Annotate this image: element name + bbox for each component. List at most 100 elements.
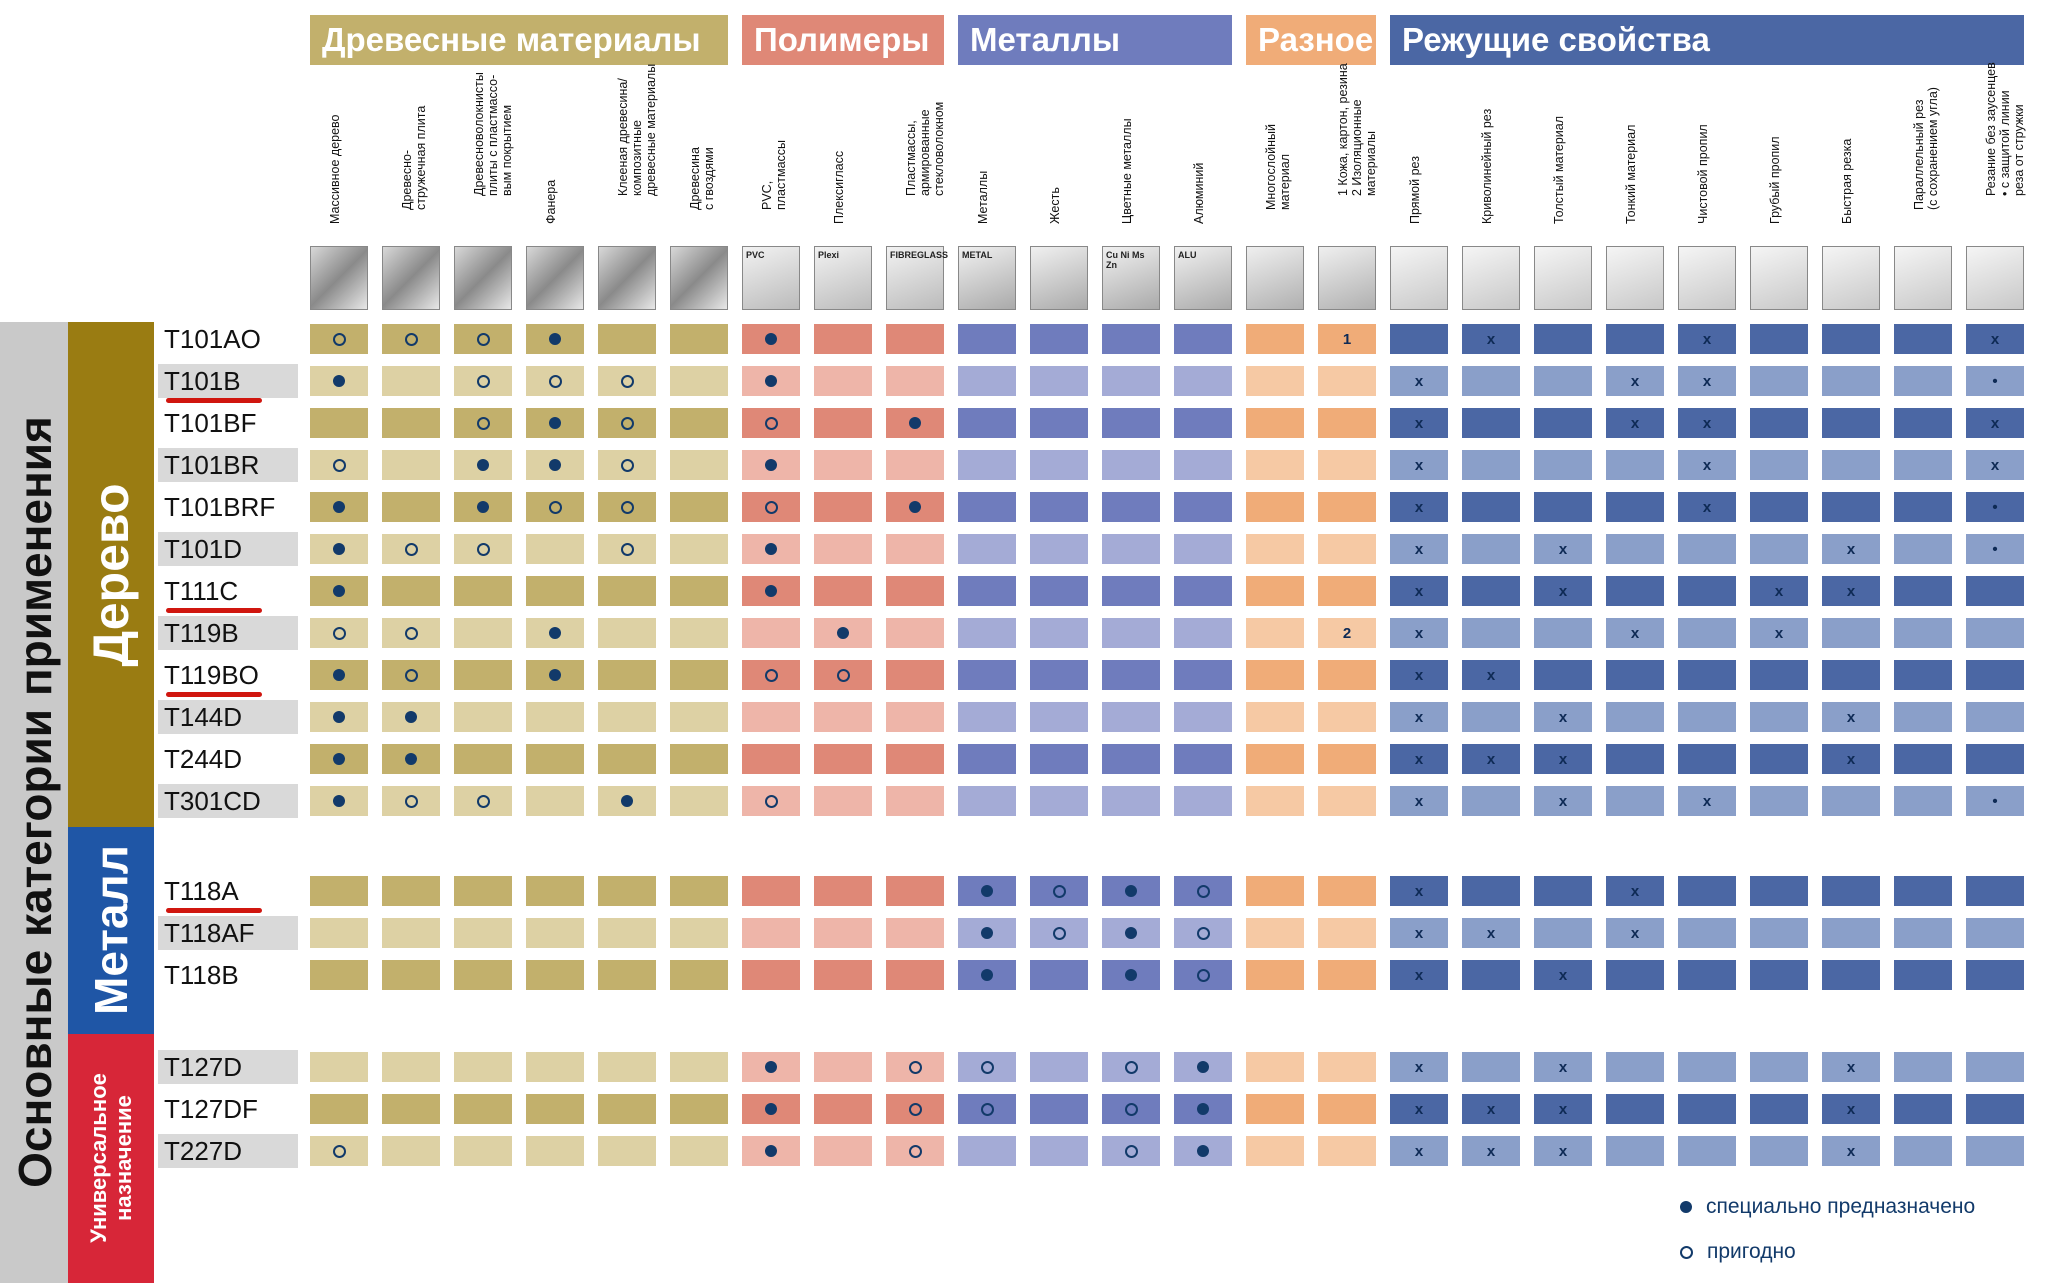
fibreglass-icon: FIBREGLASS (886, 246, 948, 310)
table-cell (1102, 618, 1160, 648)
special-dot-icon (981, 927, 993, 939)
table-cell: x (1966, 450, 2024, 480)
suitable-ring-icon (980, 1102, 994, 1116)
column-header-11: Цветные металлы (1102, 70, 1160, 238)
table-cell (1174, 786, 1232, 816)
table-cell (958, 702, 1016, 732)
table-cell (598, 366, 656, 396)
column-label: Прямой рез (1408, 156, 1422, 224)
cell-mark: x (1414, 792, 1424, 810)
table-cell: x (1822, 534, 1880, 564)
cell-mark: 2 (1342, 624, 1352, 642)
blade-code: T118AF (158, 916, 298, 950)
special-dot-icon (621, 795, 633, 807)
table-cell (1606, 534, 1664, 564)
special-dot-icon (549, 333, 561, 345)
table-cell: x (1390, 450, 1448, 480)
table-cell (310, 324, 368, 354)
table-cell (814, 492, 872, 522)
table-cell (1534, 660, 1592, 690)
blade-code: T119BO (164, 660, 259, 690)
suitable-ring-icon (404, 794, 418, 808)
table-cell (454, 324, 512, 354)
special-dot-icon (981, 885, 993, 897)
suitable-ring-icon (764, 500, 778, 514)
table-cell (1246, 960, 1304, 990)
table-cell: x (1678, 366, 1736, 396)
column-header-1: Древесно- стружечная плита (382, 70, 440, 238)
table-cell (958, 408, 1016, 438)
suitable-ring-icon (1124, 1144, 1138, 1158)
table-cell (958, 1094, 1016, 1124)
table-cell (1174, 450, 1232, 480)
table-cell (1894, 786, 1952, 816)
table-cell (598, 618, 656, 648)
blade-code: T227D (158, 1134, 298, 1168)
suitable-ring-icon (548, 500, 562, 514)
column-label: Жесть (1048, 187, 1062, 224)
table-cell (1750, 324, 1808, 354)
table-cell (598, 960, 656, 990)
table-cell (1966, 660, 2024, 690)
table-cell (1102, 324, 1160, 354)
legend-suitable: пригодно (1680, 1240, 1796, 1264)
cell-mark: x (1702, 498, 1712, 516)
icon-caption: Plexi (818, 250, 840, 260)
table-cell (886, 408, 944, 438)
column-label: Металлы (976, 170, 990, 224)
table-cell (1750, 534, 1808, 564)
table-cell (742, 408, 800, 438)
table-cell (814, 618, 872, 648)
special-dot-icon (837, 627, 849, 639)
suitable-ring-icon (620, 416, 634, 430)
special-dot-icon (333, 669, 345, 681)
column-label: Резание без заусенцев • с защитой линии … (1984, 62, 2026, 196)
straight-cut-icon (1390, 246, 1448, 310)
table-cell: x (1678, 324, 1736, 354)
table-cell: x (1678, 408, 1736, 438)
table-cell: x (1390, 960, 1448, 990)
table-cell (310, 1052, 368, 1082)
table-cell: • (1966, 366, 2024, 396)
cell-mark: x (1414, 666, 1424, 684)
table-cell (1246, 366, 1304, 396)
table-cell (1318, 450, 1376, 480)
table-cell (1606, 1094, 1664, 1124)
blade-code: T101B (158, 364, 298, 398)
table-cell (1174, 660, 1232, 690)
table-cell (886, 576, 944, 606)
table-cell (742, 876, 800, 906)
table-cell (1678, 702, 1736, 732)
metal-icon: METAL (958, 246, 1016, 310)
table-cell (1030, 366, 1088, 396)
cell-mark: x (1486, 666, 1496, 684)
blade-code: T119B (158, 616, 298, 650)
suitable-ring-icon (1052, 884, 1066, 898)
table-cell: • (1966, 534, 2024, 564)
table-cell (958, 492, 1016, 522)
table-cell (1534, 450, 1592, 480)
table-cell (310, 702, 368, 732)
table-cell (1030, 324, 1088, 354)
table-cell (1102, 1052, 1160, 1082)
table-cell (1318, 660, 1376, 690)
solid-wood-icon (310, 246, 368, 310)
blade-code: T127D (158, 1050, 298, 1084)
special-dot-icon (333, 375, 345, 387)
column-label: Многослойный материал (1264, 124, 1292, 210)
table-cell (526, 786, 584, 816)
table-cell (1318, 786, 1376, 816)
table-cell (1318, 1052, 1376, 1082)
table-cell (1822, 618, 1880, 648)
table-cell (1534, 408, 1592, 438)
cell-mark: x (1558, 582, 1568, 600)
table-cell (454, 960, 512, 990)
cell-mark: x (1846, 1058, 1856, 1076)
table-cell (454, 534, 512, 564)
table-cell: x (1966, 408, 2024, 438)
suitable-ring-icon (548, 374, 562, 388)
suitable-ring-icon (908, 1144, 922, 1158)
table-cell (526, 660, 584, 690)
table-cell (958, 1052, 1016, 1082)
table-cell (1174, 576, 1232, 606)
